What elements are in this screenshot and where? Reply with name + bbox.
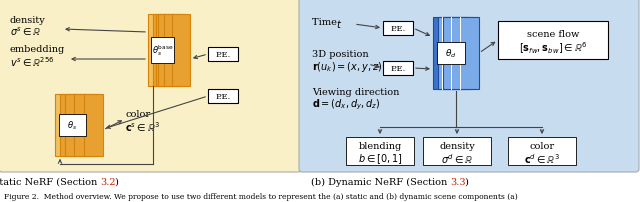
Bar <box>438 18 474 89</box>
Bar <box>208 89 238 103</box>
Bar <box>423 137 491 165</box>
Text: color: color <box>125 109 150 118</box>
Text: (b) Dynamic NeRF (Section: (b) Dynamic NeRF (Section <box>310 177 450 186</box>
Bar <box>346 137 414 165</box>
Text: $[\mathbf{s}_{fw}, \mathbf{s}_{bw}] \in \mathbb{R}^6$: $[\mathbf{s}_{fw}, \mathbf{s}_{bw}] \in … <box>519 40 588 55</box>
Text: $b \in [0,1]$: $b \in [0,1]$ <box>358 151 403 165</box>
Text: color: color <box>529 141 555 150</box>
Bar <box>59 115 86 136</box>
Text: ): ) <box>464 177 468 186</box>
Text: Figure 2.  Method overview. We propose to use two different models to represent : Figure 2. Method overview. We propose to… <box>4 192 518 200</box>
Text: P.E.: P.E. <box>216 51 230 59</box>
Text: 3.3: 3.3 <box>450 177 466 186</box>
Text: $\sigma^d \in \mathbb{R}$: $\sigma^d \in \mathbb{R}$ <box>441 151 473 165</box>
Text: density: density <box>439 141 475 150</box>
Text: $\mathbf{c}^d \in \mathbb{R}^3$: $\mathbf{c}^d \in \mathbb{R}^3$ <box>524 151 560 165</box>
Bar <box>436 43 465 64</box>
Text: embedding: embedding <box>10 45 65 54</box>
Text: $\mathbf{r}(u_k) = (x,y,z)$: $\mathbf{r}(u_k) = (x,y,z)$ <box>312 60 382 74</box>
Text: density: density <box>10 16 45 25</box>
Text: 3D position: 3D position <box>312 50 369 59</box>
Text: $\theta_s$: $\theta_s$ <box>67 119 77 132</box>
Text: P.E.: P.E. <box>216 93 230 101</box>
Text: (a) Static NeRF (Section: (a) Static NeRF (Section <box>0 177 100 186</box>
Text: $\theta_d$: $\theta_d$ <box>445 47 457 60</box>
Text: $v^s \in \mathbb{R}^{256}$: $v^s \in \mathbb{R}^{256}$ <box>10 55 54 68</box>
Bar <box>60 95 98 156</box>
Bar <box>383 22 413 36</box>
Bar <box>153 15 185 87</box>
Text: 3.2: 3.2 <box>100 177 116 186</box>
Text: $\theta_s^{\rm base}$: $\theta_s^{\rm base}$ <box>152 43 173 58</box>
Text: Viewing direction: Viewing direction <box>312 87 399 97</box>
Text: $\sigma^s \in \mathbb{R}$: $\sigma^s \in \mathbb{R}$ <box>10 26 42 38</box>
Text: P.E.: P.E. <box>390 25 406 33</box>
Bar <box>433 18 469 89</box>
Text: $t$: $t$ <box>336 18 342 30</box>
Bar <box>508 137 576 165</box>
Text: ): ) <box>114 177 118 186</box>
Text: P.E.: P.E. <box>390 65 406 73</box>
Bar <box>208 48 238 62</box>
Text: $\mathbf{c}^s \in \mathbb{R}^3$: $\mathbf{c}^s \in \mathbb{R}^3$ <box>125 119 160 133</box>
Text: $\mathbf{d} = (d_x,d_y,d_z)$: $\mathbf{d} = (d_x,d_y,d_z)$ <box>312 98 381 112</box>
Bar <box>383 62 413 76</box>
FancyBboxPatch shape <box>299 0 639 172</box>
Bar <box>443 18 479 89</box>
Bar <box>65 95 103 156</box>
Bar <box>55 95 93 156</box>
Bar <box>148 15 180 87</box>
FancyBboxPatch shape <box>0 0 301 172</box>
Text: blending: blending <box>358 141 402 150</box>
Bar <box>158 15 190 87</box>
Bar <box>498 22 608 60</box>
Text: scene flow: scene flow <box>527 30 579 39</box>
Text: Time: Time <box>312 18 340 27</box>
Bar <box>152 38 174 63</box>
